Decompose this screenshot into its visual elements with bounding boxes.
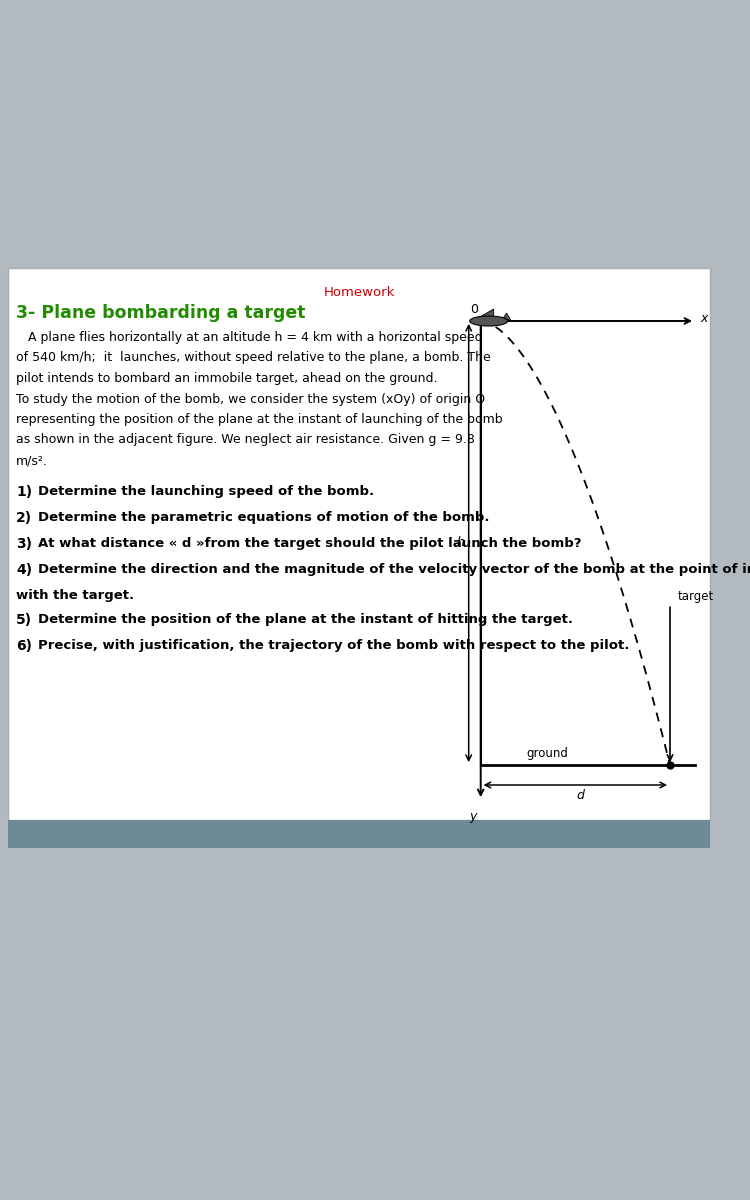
Text: y: y [470, 810, 477, 823]
Text: representing the position of the plane at the instant of launching of the bomb: representing the position of the plane a… [16, 413, 502, 426]
Text: ground: ground [526, 746, 568, 760]
Text: 0: 0 [470, 302, 478, 316]
Text: Determine the launching speed of the bomb.: Determine the launching speed of the bom… [38, 485, 374, 498]
Polygon shape [475, 308, 494, 320]
Text: Homework: Homework [323, 286, 394, 299]
Ellipse shape [470, 316, 508, 326]
Text: 3): 3) [16, 536, 32, 551]
Text: Determine the position of the plane at the instant of hitting the target.: Determine the position of the plane at t… [38, 612, 573, 625]
Text: 6): 6) [16, 638, 32, 653]
Text: 2): 2) [16, 510, 32, 524]
Text: 4): 4) [16, 563, 32, 576]
Text: pilot intends to bombard an immobile target, ahead on the ground.: pilot intends to bombard an immobile tar… [16, 372, 437, 385]
Text: Precise, with justification, the trajectory of the bomb with respect to the pilo: Precise, with justification, the traject… [38, 638, 629, 652]
FancyBboxPatch shape [8, 268, 710, 820]
Text: A plane flies horizontally at an altitude h = 4 km with a horizontal speed: A plane flies horizontally at an altitud… [16, 331, 483, 344]
Text: of 540 km/h;  it  launches, without speed relative to the plane, a bomb. The: of 540 km/h; it launches, without speed … [16, 352, 490, 365]
Text: 1): 1) [16, 485, 32, 498]
Text: h: h [457, 536, 465, 550]
Text: m/s².: m/s². [16, 454, 48, 467]
Text: target: target [678, 589, 714, 602]
Text: as shown in the adjacent figure. We neglect air resistance. Given g = 9.8: as shown in the adjacent figure. We negl… [16, 433, 475, 446]
Text: 5): 5) [16, 612, 32, 626]
Polygon shape [502, 313, 511, 320]
Text: Determine the parametric equations of motion of the bomb.: Determine the parametric equations of mo… [38, 510, 490, 523]
Text: At what distance « d »from the target should the pilot launch the bomb?: At what distance « d »from the target sh… [38, 536, 581, 550]
Text: 3- Plane bombarding a target: 3- Plane bombarding a target [16, 304, 305, 322]
Text: To study the motion of the bomb, we consider the system (xOy) of origin O: To study the motion of the bomb, we cons… [16, 392, 485, 406]
Text: with the target.: with the target. [16, 588, 134, 601]
FancyBboxPatch shape [8, 820, 710, 848]
Text: x: x [700, 312, 707, 325]
Text: Determine the direction and the magnitude of the velocity vector of the bomb at : Determine the direction and the magnitud… [38, 563, 750, 576]
Text: d: d [577, 790, 584, 802]
